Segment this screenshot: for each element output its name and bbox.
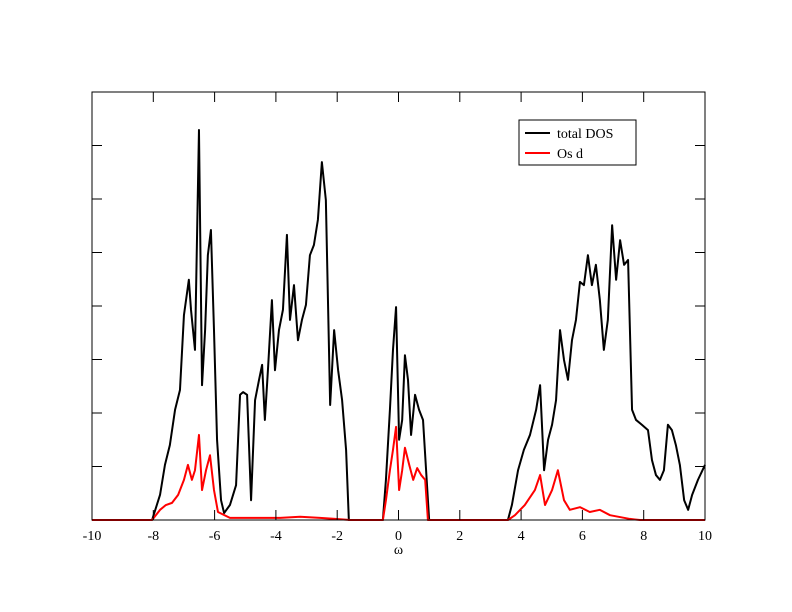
x-tick-label: 6 <box>579 529 586 544</box>
legend-label: total DOS <box>557 127 613 142</box>
x-tick-label: 4 <box>518 529 525 544</box>
series-line <box>92 425 705 521</box>
x-tick-label: -8 <box>147 529 159 544</box>
legend: total DOS Os d <box>518 119 637 166</box>
x-axis-label: ω <box>394 543 403 558</box>
x-tick-label: -6 <box>209 529 221 544</box>
x-tick-label: 0 <box>395 529 402 544</box>
legend-label: Os d <box>557 147 583 162</box>
legend-box <box>518 119 637 166</box>
x-tick-label: -10 <box>83 529 102 544</box>
x-tick-label: 8 <box>640 529 647 544</box>
x-tick-label: 2 <box>456 529 463 544</box>
series-line <box>92 128 706 521</box>
x-tick-label: -4 <box>270 529 282 544</box>
x-tick-label: -2 <box>331 529 343 544</box>
x-tick-label: 10 <box>698 529 712 544</box>
plot-area <box>92 128 706 521</box>
